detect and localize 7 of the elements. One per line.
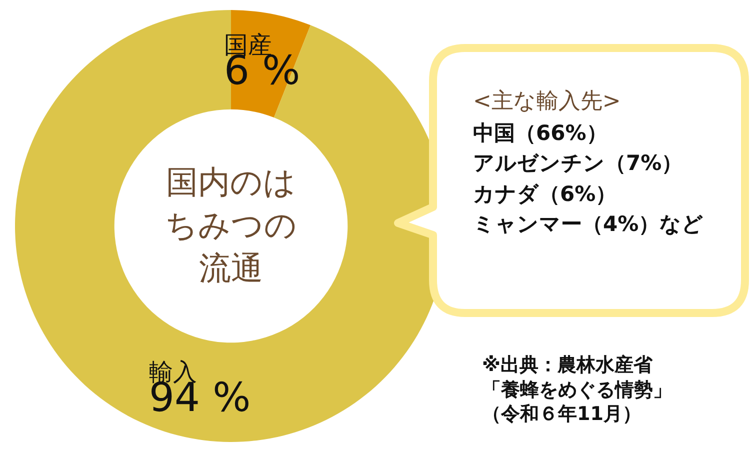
text: 国内のはちみつの流通 (164, 162, 298, 290)
text: ミャンマー（4%）など (473, 211, 704, 238)
text: カナダ（6%） (473, 180, 618, 208)
text: ※出典：農林水産省「養蜂をめぐる情勢」（令和６年11月） (482, 353, 673, 428)
text: アルゼンチン（7%） (473, 150, 684, 178)
text: <主な輸入先> (473, 88, 622, 116)
text: 中国（66%） (473, 120, 608, 147)
